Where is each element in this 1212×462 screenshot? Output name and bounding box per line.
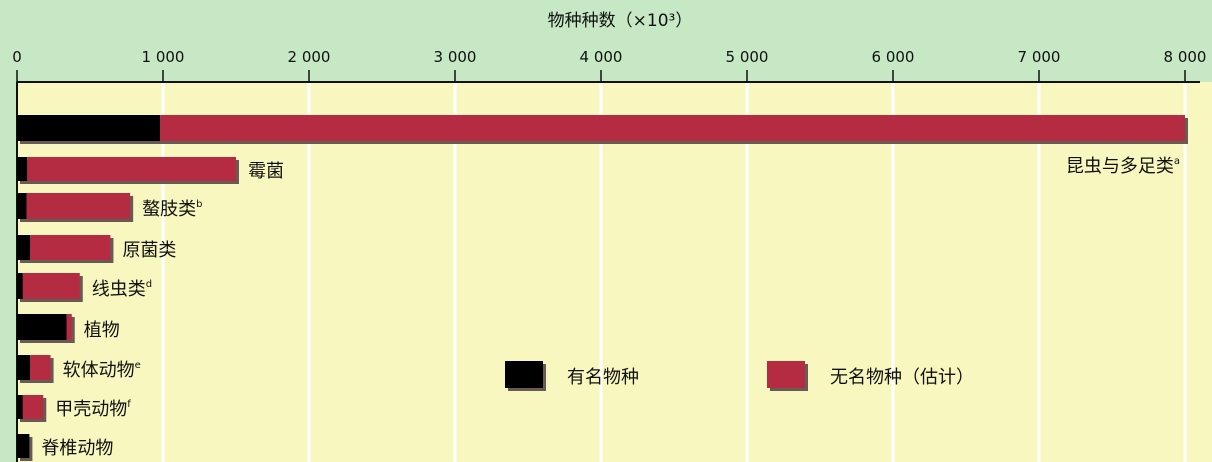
category-name: 霉菌 [248,161,284,182]
category-name: 植物 [84,320,120,341]
bar-unnamed [30,235,111,260]
legend: 有名物种 无名物种（估计） [505,361,974,391]
category-label: 软体动物e [63,360,141,381]
category-name: 昆虫与多足类 [1066,156,1174,177]
bar-named [17,235,31,260]
x-tick-label: 4 000 [580,48,623,66]
category-label: 线虫类d [92,279,152,300]
bar-unnamed [22,273,80,299]
bar-named [17,115,161,141]
bar-unnamed [30,355,51,380]
x-tick-label: 7 000 [1018,48,1061,66]
category-footnote: e [135,360,141,371]
category-name: 线虫类 [92,279,146,300]
bar-unnamed [22,395,44,419]
bars [17,115,1188,461]
category-label: 霉菌 [248,161,284,182]
bar-unnamed [27,157,236,181]
bar-named [17,314,67,340]
category-label: 昆虫与多足类a [1066,156,1180,177]
bar-unnamed [26,193,131,219]
category-label: 植物 [84,320,120,341]
legend-swatch [505,361,543,388]
bar-named [17,157,28,181]
bar-named [17,355,31,380]
x-tick-label: 5 000 [726,48,769,66]
category-label: 甲壳动物f [55,399,131,420]
category-footnote: b [196,199,202,210]
x-tick-label: 0 [12,48,22,66]
category-name: 软体动物 [63,360,135,381]
category-label: 原菌类 [122,240,176,261]
category-footnote: f [127,399,131,410]
bar-unnamed [66,314,72,340]
category-name: 脊椎动物 [41,438,113,459]
category-label: 脊椎动物 [41,438,113,459]
x-axis: 0 1 000 2 000 3 000 4 000 5 000 6 000 7 000 8 00… [12,48,1206,462]
bar-named [17,434,30,458]
bar-named [17,395,23,419]
plot-area [17,82,1212,462]
bar-named [17,193,27,219]
chart-title: 物种种数（×10³） [548,11,693,31]
legend-label: 有名物种 [567,367,639,388]
legend-swatch [767,361,805,388]
x-tick-label: 3 000 [434,48,477,66]
category-name: 螯肢类 [142,199,196,220]
category-name: 甲壳动物 [55,399,127,420]
bar-unnamed [160,115,1186,141]
category-name: 原菌类 [122,240,176,261]
x-tick-label: 6 000 [872,48,915,66]
x-tick-label: 8 000 [1164,48,1207,66]
gridlines [161,82,1187,462]
category-footnote: a [1174,156,1180,167]
bar-named [17,273,23,299]
legend-label: 无名物种（估计） [830,367,974,388]
category-label: 螯肢类b [142,199,202,220]
x-tick-label: 1 000 [142,48,185,66]
category-footnote: d [146,279,152,290]
x-tick-label: 2 000 [288,48,331,66]
